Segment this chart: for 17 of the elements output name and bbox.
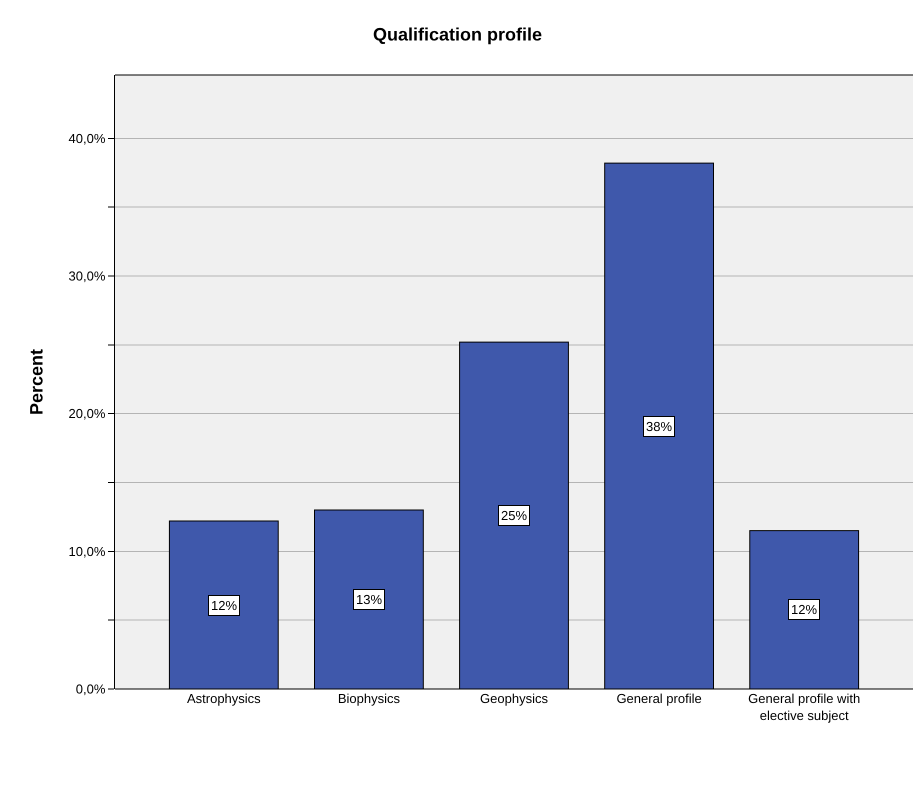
y-tick-label: 10,0% [68,544,106,559]
y-tick-label: 20,0% [68,406,106,422]
y-axis-title: Percent [26,348,47,416]
y-tick-label: 40,0% [68,130,106,146]
y-tick-label: 30,0% [68,268,106,284]
x-tick-label: General profile with elective subject [748,691,860,723]
data-label: 12% [211,598,238,613]
y-tick-label: 0,0% [76,682,106,697]
x-tick-label: Biophysics [338,691,400,706]
data-label: 13% [356,592,382,607]
x-tick-label: Geophysics [480,691,548,706]
chart-title: Qualification profile [372,24,542,44]
data-label: 38% [646,419,672,434]
data-label: 25% [501,508,528,523]
data-label: 12% [791,602,818,617]
x-tick-label: Astrophysics [186,691,262,706]
x-tick-label: General profile [616,691,702,706]
